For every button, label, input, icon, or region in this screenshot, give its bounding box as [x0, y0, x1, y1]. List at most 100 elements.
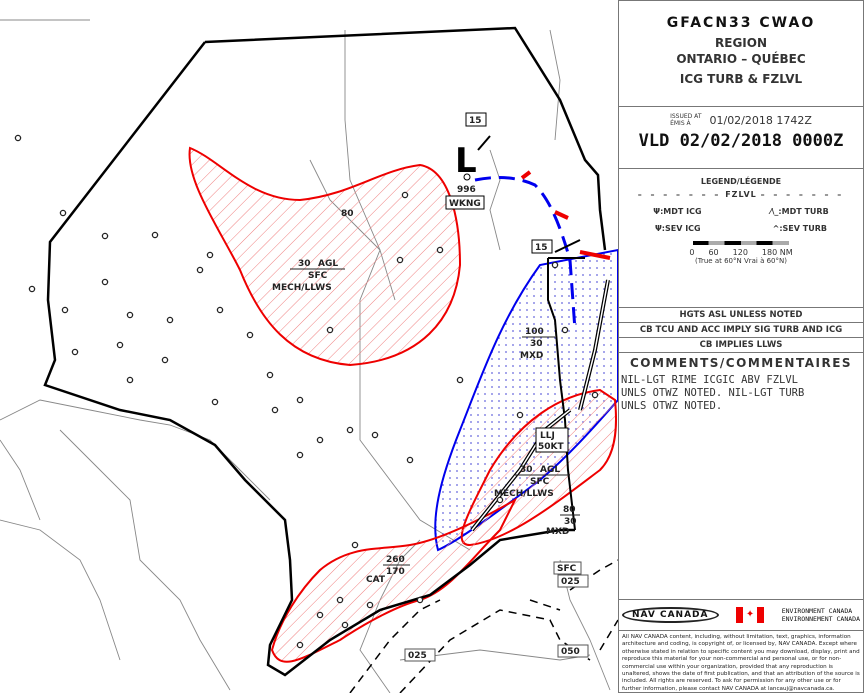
legend-sev-turb: :SEV TURB [779, 224, 827, 233]
sev-turb-icon: ^ [772, 224, 780, 233]
nav-canada-logo: NAV CANADA [622, 607, 719, 623]
turb-label-north: 30 AGL SFC MECH/LLWS [272, 259, 345, 293]
valid-time: VLD 02/02/2018 0000Z [638, 131, 844, 151]
legend-mdt-icg: :MDT ICG [660, 207, 702, 216]
station-marker [396, 256, 404, 264]
scale-note: (True at 60°N Vrai à 60°N) [695, 257, 787, 265]
svg-text:80: 80 [563, 505, 576, 515]
station-marker [161, 356, 169, 364]
svg-text:AGL: AGL [318, 259, 338, 269]
svg-text:15: 15 [535, 243, 548, 253]
info-panel: GFACN33 CWAO REGION ONTARIO – QUÉBEC ICG… [618, 0, 864, 693]
svg-text:SFC: SFC [530, 477, 550, 487]
station-marker [346, 426, 354, 434]
station-marker [296, 641, 304, 649]
station-marker [101, 278, 109, 286]
station-marker [151, 231, 159, 239]
comments-title: COMMENTS/COMMENTAIRES [629, 356, 853, 370]
station-marker [14, 134, 22, 142]
station-marker [366, 601, 374, 609]
svg-text:MXD: MXD [546, 527, 569, 537]
fzlvl-labels: SFC 025 025 050 [404, 561, 589, 662]
env-canada-en: ENVIRONMENT CANADA [781, 607, 853, 615]
station-marker [206, 251, 214, 259]
legend-sev-icg: :SEV ICG [661, 224, 701, 233]
copyright-notice: All NAV CANADA content, including, witho… [622, 634, 860, 692]
station-marker [496, 496, 504, 504]
scale-tick: 60 [708, 248, 719, 257]
note-cb: CB TCU AND ACC IMPLY SIG TURB AND ICG [619, 322, 863, 337]
svg-text:050: 050 [561, 647, 580, 657]
station-marker [266, 371, 274, 379]
turb-label-south: 30 AGL SFC MECH/LLWS [494, 465, 570, 499]
station-marker [126, 311, 134, 319]
product-id: GFACN33 CWAO [666, 15, 816, 31]
freezing-level-lines [349, 559, 618, 693]
station-marker [59, 209, 67, 217]
station-marker [71, 348, 79, 356]
sev-icing-icon: Ψ [655, 224, 662, 233]
station-marker [341, 621, 349, 629]
legend-block: LEGEND/LÉGENDE – – – – – – – FZLVL – – –… [619, 177, 863, 308]
svg-text:50KT: 50KT [538, 442, 564, 452]
station-marker [336, 596, 344, 604]
station-marker [316, 611, 324, 619]
logos-block: NAV CANADA ✦ ENVIRONMENT CANADA ENVIRONNE… [619, 600, 863, 631]
svg-text:30: 30 [564, 517, 577, 527]
icing-label-mxd1: 100 30 MXD [520, 327, 555, 361]
svg-text:996: 996 [457, 185, 476, 195]
comments-block: COMMENTS/COMMENTAIRES NIL-LGT RIME ICGIC… [619, 356, 863, 600]
mdt-turb-icon: ⁄\_ [770, 207, 779, 216]
turbulence-area-north [188, 146, 462, 367]
station-marker [126, 376, 134, 384]
llj-label: LLJ 50KT [535, 427, 569, 453]
station-marker [61, 306, 69, 314]
region-name: ONTARIO – QUÉBEC [676, 52, 806, 66]
cat-label: 260 170 CAT [366, 555, 410, 585]
notes-block: HGTS ASL UNLESS NOTED CB TCU AND ACC IMP… [619, 308, 863, 353]
stations [14, 134, 599, 649]
station-marker [28, 285, 36, 293]
station-marker [296, 451, 304, 459]
station-marker [401, 191, 409, 199]
svg-text:100: 100 [525, 327, 544, 337]
issued-label-en: ISSUED AT [670, 113, 702, 120]
station-marker [516, 411, 524, 419]
station-marker [551, 261, 559, 269]
chart-type: ICG TURB & FZLVL [679, 72, 803, 86]
svg-text:260: 260 [386, 555, 405, 565]
svg-text:15: 15 [469, 116, 482, 126]
comment-line: UNLS OTWZ NOTED. NIL-LGT TURB [621, 387, 805, 399]
station-marker [561, 326, 569, 334]
svg-text:AGL: AGL [540, 465, 560, 475]
svg-text:170: 170 [386, 567, 405, 577]
gfa-boundary [43, 26, 607, 677]
station-marker [456, 376, 464, 384]
icing-label-mxd2: 80 30 MXD [546, 505, 580, 537]
svg-text:025: 025 [561, 577, 580, 587]
note-llws: CB IMPLIES LLWS [619, 337, 863, 352]
station-marker [296, 396, 304, 404]
station-marker [406, 456, 414, 464]
station-marker [591, 391, 599, 399]
station-marker [371, 431, 379, 439]
station-marker [271, 406, 279, 414]
station-marker [116, 341, 124, 349]
station-marker [416, 596, 424, 604]
scale-tick: 120 [732, 248, 748, 257]
svg-text:30: 30 [520, 465, 533, 475]
svg-text:MECH/LLWS: MECH/LLWS [272, 283, 332, 293]
svg-text:WKNG: WKNG [449, 199, 481, 209]
svg-text:30: 30 [298, 259, 311, 269]
comment-line: UNLS OTWZ NOTED. [621, 400, 723, 412]
comment-line: NIL-LGT RIME ICGIC ABV FZLVL [621, 374, 799, 386]
station-marker [246, 331, 254, 339]
front-line [474, 176, 577, 331]
svg-text:025: 025 [408, 651, 427, 661]
station-marker [166, 316, 174, 324]
station-marker [101, 232, 109, 240]
validity-block: ISSUED AT ÉMIS À 01/02/2018 1742Z VLD 02/0… [619, 113, 863, 169]
env-canada-fr: ENVIRONNEMENT CANADA [781, 615, 860, 623]
legend-title: LEGEND/LÉGENDE [700, 177, 782, 186]
station-marker [216, 306, 224, 314]
